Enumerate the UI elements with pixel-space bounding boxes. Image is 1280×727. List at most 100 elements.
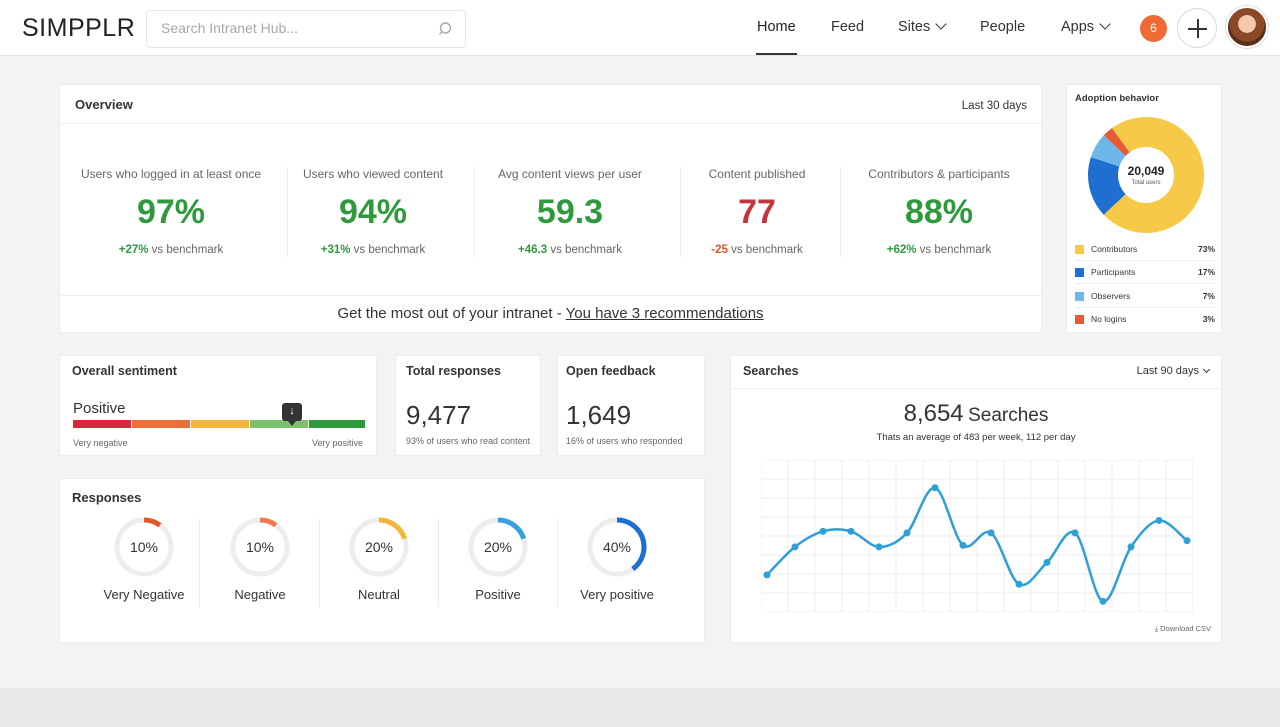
metric-benchmark: +46.3 vs benchmark (472, 244, 668, 256)
create-plus-button[interactable] (1177, 8, 1217, 48)
nav-people[interactable]: People (980, 19, 1026, 35)
legend-contributors: Contributors 73% (1075, 243, 1215, 257)
response-positive: 20% Positive (440, 515, 556, 602)
divider (199, 519, 200, 607)
data-point[interactable] (1043, 558, 1051, 566)
data-point[interactable] (847, 527, 855, 535)
searches-line-chart (761, 460, 1193, 612)
sentiment-marker-arrow-icon: ↓ (282, 403, 302, 426)
open-feedback-card: Open feedback 1,649 16% of users who res… (557, 355, 705, 456)
data-point[interactable] (1071, 529, 1079, 537)
data-point[interactable] (875, 543, 883, 551)
open-feedback-title: Open feedback (566, 364, 656, 378)
total-responses-card: Total responses 9,477 93% of users who r… (395, 355, 541, 456)
total-users-label: Total users (1131, 180, 1160, 186)
metric-delta: -25 (711, 244, 728, 256)
divider (60, 295, 1041, 296)
data-point[interactable] (763, 571, 771, 579)
data-point[interactable] (791, 543, 799, 551)
data-point[interactable] (1155, 516, 1163, 524)
simpplr-logo[interactable]: SIMPPLR (22, 14, 136, 42)
metric-value: 88% (904, 193, 974, 231)
response-very-negative: 10% Very Negative (86, 515, 202, 602)
sentiment-title: Overall sentiment (72, 364, 177, 378)
download-csv-link[interactable]: ⤓ Download CSV (1155, 624, 1211, 634)
user-avatar[interactable] (1226, 6, 1268, 48)
nav-home[interactable]: Home (757, 19, 796, 35)
response-very-positive: 40% Very positive (559, 515, 675, 602)
total-responses-value: 9,477 (406, 400, 472, 430)
data-point[interactable] (987, 529, 995, 537)
metric-label: Contributors & participants (868, 167, 1010, 181)
search-icon[interactable] (437, 21, 453, 37)
sentiment-value: Positive (73, 400, 126, 417)
metric-viewed-content: Users who viewed content 94% +31% vs ben… (275, 167, 471, 256)
metric-content-published: Content published 77 -25 vs benchmark (659, 167, 855, 256)
data-point[interactable] (1127, 543, 1135, 551)
data-point[interactable] (1183, 537, 1191, 545)
divider (438, 519, 439, 607)
searches-card: Searches Last 90 days 8,654 Searches Tha… (730, 355, 1222, 643)
recommendations-link[interactable]: You have 3 recommendations (565, 305, 764, 322)
nav-apps-label: Apps (1061, 19, 1095, 35)
data-point[interactable] (1099, 597, 1107, 605)
nav-sites-label: Sites (898, 19, 931, 35)
metric-benchmark: -25 vs benchmark (659, 244, 855, 256)
metric-suffix: vs benchmark (550, 244, 622, 256)
responses-title: Responses (72, 490, 142, 505)
searches-word: Searches (968, 405, 1049, 426)
overview-title: Overview (75, 97, 133, 112)
divider (319, 519, 320, 607)
download-csv-label: Download CSV (1160, 624, 1211, 633)
legend-swatch (1075, 292, 1084, 301)
scale-segment (191, 420, 249, 428)
responses-card: Responses 10% Very Negative 10% Negative 20%… (59, 478, 705, 643)
legend-swatch (1075, 268, 1084, 277)
donut-hole (1118, 147, 1174, 203)
searches-range-dropdown[interactable]: Last 90 days (1137, 365, 1211, 377)
data-point[interactable] (931, 484, 939, 492)
response-percent: 10% (246, 539, 274, 555)
divider (1075, 283, 1215, 284)
metric-suffix: vs benchmark (731, 244, 803, 256)
response-ring: 20% (468, 517, 528, 577)
metric-value: 77 (738, 193, 776, 231)
chevron-down-icon (1202, 365, 1211, 374)
adoption-card: Adoption behavior 20,049 Total users Con… (1066, 84, 1222, 333)
divider (840, 167, 841, 257)
metric-benchmark: +27% vs benchmark (73, 244, 269, 256)
searches-total: 8,654 (903, 400, 964, 427)
response-ring: 20% (349, 517, 409, 577)
metric-value: 97% (136, 193, 206, 231)
metric-delta: +46.3 (518, 244, 548, 256)
search-input[interactable] (161, 20, 421, 36)
divider (680, 167, 681, 257)
search-box[interactable] (146, 10, 466, 48)
metric-label: Content published (708, 167, 806, 181)
legend-percent: 7% (1202, 291, 1215, 301)
overview-range[interactable]: Last 30 days (961, 100, 1027, 112)
data-point[interactable] (959, 541, 967, 549)
response-label: Very positive (580, 587, 654, 602)
searches-title: Searches (743, 364, 799, 378)
response-label: Negative (234, 587, 286, 602)
recommendations-text: Get the most out of your intranet - (337, 305, 562, 322)
nav-sites[interactable]: Sites (898, 18, 947, 35)
legend-name: Contributors (1091, 244, 1138, 254)
divider (1075, 260, 1215, 261)
data-point[interactable] (819, 527, 827, 535)
scale-segment (132, 420, 190, 428)
metric-value: 59.3 (536, 193, 604, 231)
data-point[interactable] (903, 529, 911, 537)
nav-feed[interactable]: Feed (831, 19, 865, 35)
response-label: Very Negative (103, 587, 185, 602)
notifications-badge[interactable]: 6 (1140, 15, 1167, 42)
data-point[interactable] (1015, 580, 1023, 588)
searches-headline: 8,654 Searches (731, 400, 1221, 428)
metric-delta: +31% (320, 244, 351, 256)
scale-segment (309, 420, 365, 428)
metric-suffix: vs benchmark (151, 244, 224, 256)
scale-label-right: Very positive (311, 438, 363, 448)
response-ring: 40% (587, 517, 647, 577)
nav-apps[interactable]: Apps (1061, 18, 1111, 35)
